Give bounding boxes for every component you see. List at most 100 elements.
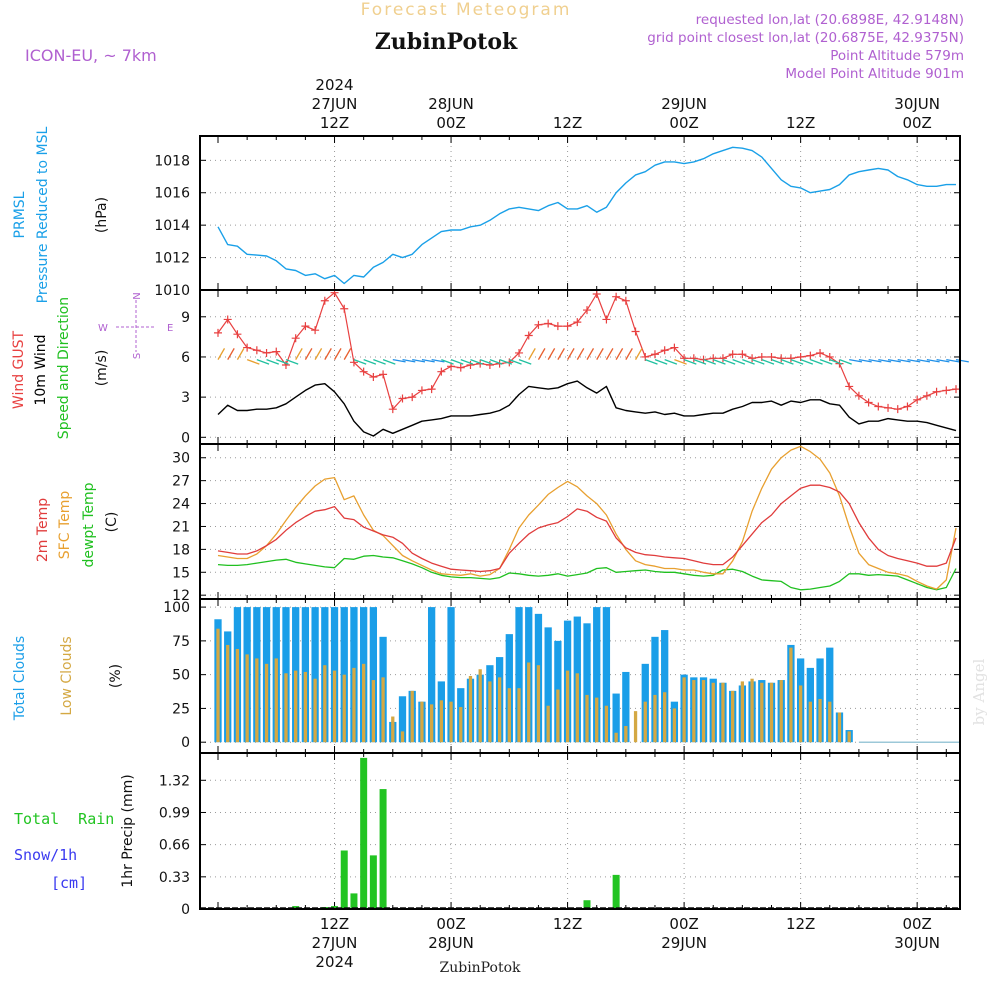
total-cloud-bar	[544, 627, 552, 743]
rain-bar	[331, 906, 339, 909]
total-cloud-bar	[612, 693, 620, 743]
wind-direction-arrow	[751, 359, 765, 365]
wind-direction-arrow	[353, 359, 367, 365]
low-cloud-bar	[517, 688, 521, 743]
gust-marker	[427, 385, 436, 394]
wind-direction-arrow	[489, 359, 503, 365]
wind-direction-arrow	[887, 358, 901, 363]
low-cloud-bar	[546, 705, 550, 743]
low-cloud-bar	[536, 665, 541, 743]
wind-direction-arrow	[227, 348, 235, 360]
wind-direction-arrow	[256, 359, 270, 365]
y-tick-label: 3	[181, 390, 190, 406]
low-cloud-bar	[585, 694, 589, 743]
wind-direction-arrow	[645, 359, 658, 365]
wind-direction-arrow	[304, 348, 313, 360]
time-label: 29JUN	[661, 934, 707, 952]
low-cloud-bar	[789, 647, 793, 743]
gust-marker	[903, 402, 912, 411]
gust-marker	[262, 348, 271, 357]
gust-marker	[340, 304, 349, 313]
wind-direction-arrow	[343, 348, 352, 360]
low-cloud-bar	[731, 690, 735, 743]
wind-direction-arrow	[402, 358, 416, 363]
total-cloud-bar	[583, 623, 591, 743]
low-cloud-bar	[255, 658, 259, 743]
sfc-temp-line	[217, 445, 957, 590]
wind-direction-arrow	[421, 358, 435, 363]
gust-marker	[573, 318, 582, 327]
gust-marker	[621, 296, 630, 305]
precip-axis-label: 1hr Precip (mm)	[120, 774, 136, 887]
low-cloud-bar	[294, 670, 298, 743]
low-cloud-bar	[274, 658, 278, 743]
low-cloud-bar	[391, 716, 395, 743]
time-label: 29JUN	[661, 95, 707, 113]
gust-marker	[777, 354, 786, 363]
gust-marker	[767, 352, 776, 361]
y-tick-label: 50	[172, 668, 190, 684]
low-cloud-bar	[449, 701, 453, 743]
y-tick-label: 100	[163, 600, 190, 616]
wind-direction-arrow	[654, 359, 668, 365]
wind-direction-arrow	[392, 358, 406, 363]
pressure-labels: PRMSL Pressure Reduced to MSL (hPa)	[12, 126, 110, 303]
wind-direction-arrow	[236, 348, 245, 360]
time-label: 30JUN	[894, 95, 940, 113]
low-cloud-bar	[352, 667, 356, 743]
gust-marker	[214, 328, 222, 337]
y-tick-label: 0	[181, 735, 190, 751]
y-tick-label: 75	[172, 634, 190, 650]
low-cloud-bar	[371, 680, 376, 743]
compass-w: W	[98, 323, 108, 334]
y-tick-label: 30	[172, 451, 190, 467]
low-cloud-bar	[769, 682, 774, 743]
time-label: 27JUN	[312, 95, 358, 113]
low-cloud-bar	[740, 681, 745, 743]
wind-direction-arrow	[217, 348, 226, 360]
y-tick-label: 18	[172, 542, 190, 558]
compass-e: E	[167, 323, 173, 334]
wind-direction-arrow	[431, 358, 445, 363]
y-tick-label: 1016	[154, 186, 190, 202]
gust-marker	[845, 382, 854, 391]
compass-n: N	[132, 292, 143, 299]
low-cloud-bar	[507, 688, 511, 743]
compass-rose: W E N S	[98, 292, 173, 359]
dewpt-label: dewpt Temp	[81, 482, 97, 567]
gust-marker	[689, 354, 698, 363]
wind-direction-arrow	[839, 359, 852, 365]
gust-marker	[874, 402, 883, 411]
wind-direction-arrow	[878, 358, 892, 363]
wind-direction-arrow	[732, 359, 746, 365]
pressure-panel: 1010 1012 1014 1016 1018	[154, 135, 961, 299]
wind-direction-arrow	[324, 348, 332, 360]
gust-marker	[320, 296, 329, 305]
gust-marker	[437, 367, 446, 376]
y-tick-label: 1018	[154, 153, 190, 169]
low-cloud-bar	[604, 705, 609, 743]
total-cloud-bar	[651, 636, 659, 743]
total-rain-label: Total Rain	[14, 810, 114, 828]
wind-direction-arrow	[674, 359, 687, 365]
wind-direction-arrow	[246, 359, 260, 365]
wind-direction-arrow	[664, 359, 678, 365]
total-cloud-bar	[398, 696, 407, 743]
low-cloud-bar	[847, 731, 851, 743]
rain-bar	[350, 893, 358, 909]
y-tick-label: 0.33	[159, 870, 190, 886]
low-cloud-bar	[808, 701, 812, 743]
low-clouds-label: Low Clouds	[59, 636, 75, 715]
station-title: ZubinPotok	[375, 29, 518, 55]
model-label: ICON-EU, ~ 7km	[25, 46, 157, 65]
wind10-line	[217, 380, 957, 437]
wind10-label: 10m Wind	[33, 334, 49, 405]
time-label: 12Z	[786, 915, 815, 933]
gust-marker	[680, 354, 689, 363]
sfc-label: SFC Temp	[57, 491, 73, 560]
y-tick-label: 12	[172, 588, 190, 604]
time-label: 00Z	[436, 915, 465, 933]
rain-bar	[379, 789, 387, 909]
